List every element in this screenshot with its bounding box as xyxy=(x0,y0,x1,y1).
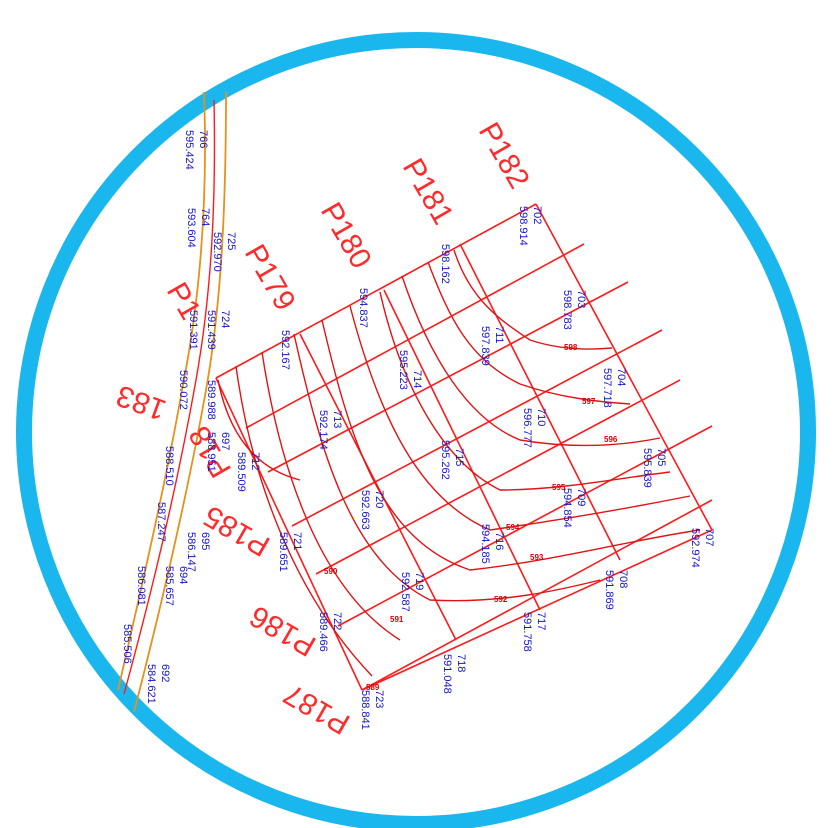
profile-label-p180: P180 xyxy=(314,197,378,274)
point-elevation: 598.162 xyxy=(439,244,451,284)
point-number: 719 xyxy=(413,572,425,590)
point-number: 718 xyxy=(455,654,467,672)
point-elevation: 591.758 xyxy=(521,612,533,652)
contour-label: 589 xyxy=(366,683,380,692)
point-elevation: 584.621 xyxy=(145,664,157,704)
point-number: 707 xyxy=(703,528,715,546)
point-number: 766 xyxy=(197,130,209,148)
point-elevation: 592.167 xyxy=(279,330,291,370)
point-elevation: 595.424 xyxy=(183,130,195,170)
point-number: 702 xyxy=(531,206,543,224)
point-number: 717 xyxy=(535,612,547,630)
profile-label-p179: P179 xyxy=(238,239,302,316)
point-number: 710 xyxy=(535,408,547,426)
point-number: 713 xyxy=(331,410,343,428)
contour-label: 598 xyxy=(564,343,578,352)
point-elevation: 597.718 xyxy=(601,368,613,408)
point-number: 714 xyxy=(411,370,423,388)
profile-label-p186: P186 xyxy=(244,599,321,663)
point-elevation: 590.072 xyxy=(177,370,189,410)
point-number: 695 xyxy=(199,532,211,550)
point-elevation: 589.509 xyxy=(235,452,247,492)
point-elevation: 592.974 xyxy=(689,528,701,568)
profile-label-p182: P182 xyxy=(472,117,536,194)
point-number: 709 xyxy=(575,488,587,506)
contour-label: 593 xyxy=(530,553,544,562)
point-number: 723 xyxy=(373,690,385,708)
point-elevation: 598.783 xyxy=(561,290,573,330)
point-number: 694 xyxy=(177,566,189,584)
point-elevation: 586.081 xyxy=(135,566,147,606)
point-elevation: 591.869 xyxy=(603,570,615,610)
point-number: 715 xyxy=(453,448,465,466)
profile-label-p187: P187 xyxy=(278,677,355,741)
point-elevation: 588.510 xyxy=(163,446,175,486)
point-elevation: 588.841 xyxy=(359,690,371,730)
point-elevation: 591.391 xyxy=(187,310,199,350)
point-number: 711 xyxy=(493,326,505,344)
point-elevation: 592.587 xyxy=(399,572,411,612)
point-elevation: 592.174 xyxy=(317,410,329,450)
point-elevation: 595.262 xyxy=(439,440,451,480)
point-elevation: 597.839 xyxy=(479,326,491,366)
point-elevation: 585.506 xyxy=(121,624,133,664)
point-number: 708 xyxy=(617,570,629,588)
contour-label: 597 xyxy=(582,397,596,406)
contour-label: 592 xyxy=(494,595,508,604)
point-elevation: 592.970 xyxy=(211,232,223,272)
contour-label: 596 xyxy=(604,435,618,444)
point-number: 725 xyxy=(225,232,237,250)
point-elevation: 596.777 xyxy=(521,408,533,448)
profile-label-p181: P181 xyxy=(396,153,460,230)
contour-label: 595 xyxy=(552,483,566,492)
point-elevation: 592.663 xyxy=(359,490,371,530)
point-number: 697 xyxy=(219,432,231,450)
point-elevation: 594.854 xyxy=(561,488,573,528)
point-number: 704 xyxy=(615,368,627,386)
profile-label-183: 183 xyxy=(112,378,170,426)
point-number: 722 xyxy=(331,612,343,630)
point-elevation: 588.951 xyxy=(205,432,217,472)
point-number: 721 xyxy=(291,532,303,550)
point-elevation: 587.247 xyxy=(155,502,167,542)
point-elevation: 595.223 xyxy=(397,350,409,390)
contour-label: 590 xyxy=(324,567,338,576)
point-elevation: 598.914 xyxy=(517,206,529,246)
point-number: 764 xyxy=(199,208,211,226)
point-elevation: 594.185 xyxy=(479,524,491,564)
point-elevation: 589.988 xyxy=(205,380,217,420)
contour-label: 594 xyxy=(506,523,520,532)
point-elevation: 591.048 xyxy=(441,654,453,694)
contour-label: 591 xyxy=(390,615,404,624)
point-number: 692 xyxy=(159,664,171,682)
point-elevation: 589.651 xyxy=(277,532,289,572)
point-number: 703 xyxy=(575,290,587,308)
point-elevation: 591.439 xyxy=(205,310,217,350)
point-elevation: 594.837 xyxy=(357,288,369,328)
profile-label-p185: P185 xyxy=(198,499,275,563)
point-number: 716 xyxy=(493,532,505,550)
point-elevation: 585.657 xyxy=(163,566,175,606)
point-elevation: 589.466 xyxy=(317,612,329,652)
point-elevation: 593.604 xyxy=(185,208,197,248)
point-elevation: 595.839 xyxy=(641,448,653,488)
point-number: 705 xyxy=(655,448,667,466)
point-number: 720 xyxy=(373,490,385,508)
point-number: 724 xyxy=(219,310,231,328)
point-number: 712 xyxy=(249,452,261,470)
